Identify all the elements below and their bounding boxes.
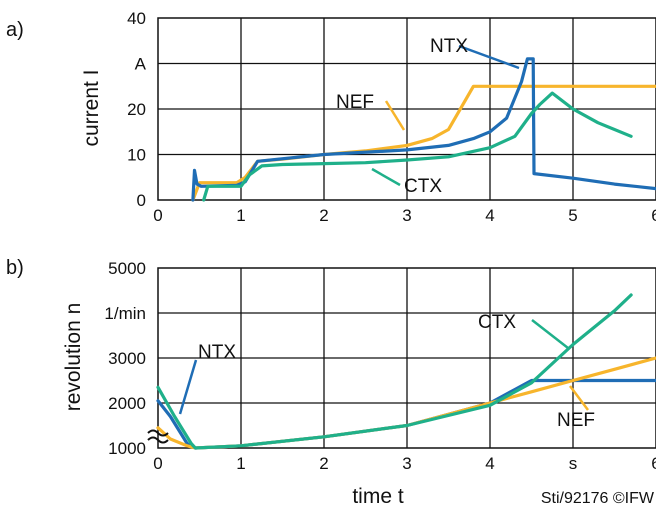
- panel-a-y-tick-3: A: [135, 55, 147, 74]
- panel-a-y-axis-label: current I: [80, 69, 103, 146]
- panel-a-label: a): [6, 19, 24, 41]
- panel-b-series-ctx: [156, 293, 633, 450]
- panel-b-series: [156, 293, 656, 450]
- panel-b-x-axis-label: time t: [352, 485, 404, 506]
- panel-b-x-tick-1: 1: [236, 454, 245, 473]
- panel-b-y-tick-4: 5000: [108, 259, 146, 278]
- panel-a-y-tick-4: 40: [127, 9, 146, 28]
- nef-leader-line-a: [384, 100, 406, 131]
- ntx-label-b: NTX: [198, 342, 236, 363]
- panel-a-series-nef: [191, 84, 656, 202]
- ctx-label-b: CTX: [478, 312, 516, 333]
- panel-a-series: [191, 57, 656, 202]
- panel-a-x-tick-4: 4: [485, 206, 494, 225]
- ntx-leader-line-b: [178, 359, 198, 415]
- figure-credit: Sti/92176 ©IFW: [541, 490, 655, 506]
- panel-b-annotations: NTX CTX NEF: [178, 312, 595, 431]
- ntx-leader-line-a: [458, 44, 520, 70]
- panel-a-x-tick-0: 0: [153, 206, 162, 225]
- panel-a-x-tick-6: 6: [651, 206, 656, 225]
- panel-a-current-chart: a) 0 1 2 3 4 5 6 0 10 20 A 40 NTX NEF CTX current I: [6, 9, 656, 225]
- panel-a-annotations: NTX NEF CTX: [336, 36, 520, 197]
- panel-b-x-tick-5: s: [569, 454, 578, 473]
- ctx-label-a: CTX: [404, 176, 442, 197]
- panel-b-x-tick-3: 3: [402, 454, 411, 473]
- panel-b-x-tick-2: 2: [319, 454, 328, 473]
- panel-b-y-tick-3: 1/min: [104, 304, 146, 323]
- nef-label-a: NEF: [336, 92, 374, 113]
- panel-a-x-tick-5: 5: [568, 206, 577, 225]
- panel-a-series-ctx: [202, 91, 633, 202]
- panel-b-x-tick-0: 0: [153, 454, 162, 473]
- nef-leader-line-b: [569, 385, 589, 411]
- panel-a-grid: 0 1 2 3 4 5 6 0 10 20 A 40: [127, 9, 656, 225]
- panel-b-y-tick-2: 3000: [108, 349, 146, 368]
- panel-a-x-tick-3: 3: [402, 206, 411, 225]
- panel-b-revolution-chart: b) 0 1 2 3 4 s 6 1000 2000 3000 1/min 5000 NTX CTX …: [6, 257, 656, 506]
- panel-b-label: b): [6, 257, 24, 279]
- panel-b-y-tick-0: 1000: [108, 439, 146, 458]
- panel-a-x-tick-1: 1: [236, 206, 245, 225]
- axis-break-mark: [147, 429, 169, 444]
- panel-b-y-axis-label: revolution n: [62, 303, 85, 412]
- panel-a-y-tick-0: 0: [137, 191, 146, 210]
- ntx-label-a: NTX: [430, 36, 468, 57]
- panel-a-y-tick-2: 20: [127, 100, 146, 119]
- panel-b-x-tick-6: 6: [651, 454, 656, 473]
- panel-b-y-tick-1: 2000: [108, 394, 146, 413]
- nef-label-b: NEF: [557, 410, 595, 431]
- panel-b-x-tick-4: 4: [485, 454, 494, 473]
- ctx-leader-line-a: [371, 167, 401, 187]
- panel-b-grid: 0 1 2 3 4 s 6 1000 2000 3000 1/min 5000: [104, 259, 656, 473]
- panel-a-y-tick-1: 10: [127, 146, 146, 165]
- ctx-leader-line-b: [531, 319, 569, 349]
- panel-a-x-tick-2: 2: [319, 206, 328, 225]
